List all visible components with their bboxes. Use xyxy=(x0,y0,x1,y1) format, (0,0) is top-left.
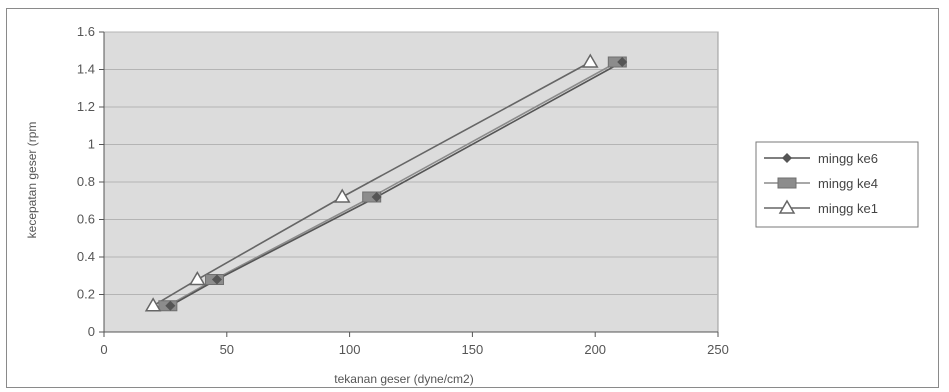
legend-label-3: mingg ke1 xyxy=(818,201,878,216)
x-tick-label: 250 xyxy=(707,342,729,357)
series-3-point xyxy=(189,271,206,286)
x-tick-label: 50 xyxy=(220,342,234,357)
y-tick-label: 1.2 xyxy=(77,99,95,114)
series-3-point xyxy=(581,53,599,68)
grid-layer xyxy=(99,31,719,337)
legend-marker-1 xyxy=(782,153,792,163)
y-tick-label: 1.6 xyxy=(77,24,95,39)
series-line-1 xyxy=(169,61,623,307)
series-1-point xyxy=(165,300,176,311)
y-tick-label: 0 xyxy=(88,324,95,339)
y-tick-label: 0.2 xyxy=(77,287,95,302)
y-tick-label: 0.6 xyxy=(77,212,95,227)
legend: mingg ke6 mingg ke4 mingg ke1 xyxy=(755,141,919,228)
x-tick-label: 200 xyxy=(584,342,606,357)
y-tick-label: 1 xyxy=(88,137,95,152)
series-layer xyxy=(144,53,628,312)
legend-label-1: mingg ke6 xyxy=(818,151,878,166)
series-line-2 xyxy=(167,61,618,307)
series-1-point xyxy=(211,274,222,285)
series-1-point xyxy=(371,192,382,202)
y-tick-label: 0.4 xyxy=(77,249,95,264)
x-tick-label: 100 xyxy=(339,342,361,357)
series-3-point xyxy=(144,297,162,312)
x-axis-title: tekanan geser (dyne/cm2) xyxy=(334,372,473,386)
legend-label-2: mingg ke4 xyxy=(818,176,878,191)
legend-marker-3 xyxy=(778,199,796,214)
y-axis-title: kecepatan geser (rpm xyxy=(25,122,39,239)
x-tick-label: 150 xyxy=(462,342,484,357)
x-tick-label: 0 xyxy=(100,342,107,357)
legend-marker-2 xyxy=(777,177,797,189)
legend-items xyxy=(764,153,810,214)
series-line-3 xyxy=(152,61,591,307)
series-3-point xyxy=(333,188,351,203)
y-tick-label: 0.8 xyxy=(77,174,95,189)
x-tick-labels: 0 50 100 150 200 250 xyxy=(100,342,728,357)
series-1-point xyxy=(617,57,628,67)
y-tick-label: 1.4 xyxy=(77,62,95,77)
y-tick-labels: 0 0.2 0.4 0.6 0.8 1 1.2 1.4 1.6 xyxy=(77,24,95,339)
